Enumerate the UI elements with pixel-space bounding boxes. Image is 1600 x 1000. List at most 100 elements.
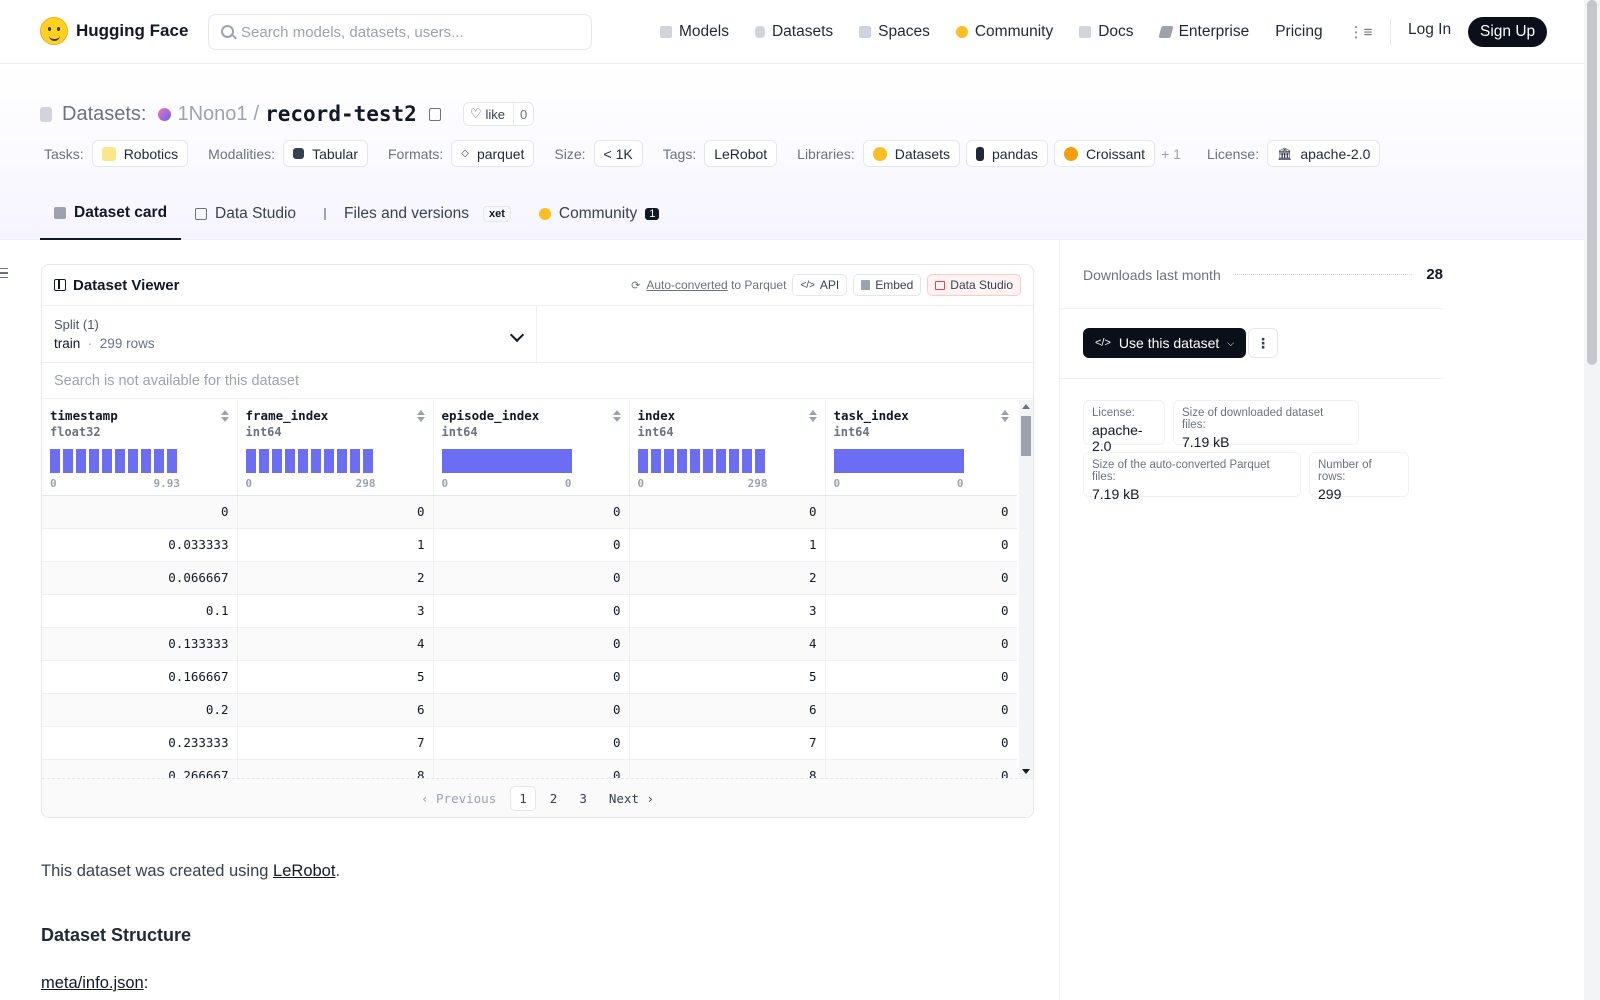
split-select[interactable]: Split (1) train · 299 rows — [42, 306, 537, 362]
tag-parquet[interactable]: ◇ parquet — [451, 140, 535, 167]
histogram-bar[interactable] — [833, 449, 964, 473]
table-cell[interactable]: 6 — [629, 693, 826, 727]
table-cell[interactable]: 7 — [629, 726, 826, 760]
table-cell[interactable]: 4 — [629, 627, 826, 661]
sort-icon[interactable] — [1000, 410, 1009, 422]
table-cell[interactable]: 0 — [433, 660, 630, 694]
table-cell[interactable]: 0 — [629, 495, 826, 529]
scroll-up-icon[interactable] — [1022, 404, 1030, 409]
table-cell[interactable]: 0 — [237, 495, 434, 529]
table-cell[interactable]: 8 — [629, 759, 826, 778]
table-cell[interactable]: 0 — [433, 495, 630, 529]
sort-icon[interactable] — [808, 410, 817, 422]
table-cell[interactable]: 0.2 — [42, 693, 238, 727]
histogram-bar[interactable] — [650, 449, 661, 473]
tab-dataset-card[interactable]: Dataset card — [40, 188, 182, 240]
histogram-bar[interactable] — [76, 449, 86, 473]
tag-size[interactable]: < 1K — [593, 140, 643, 167]
nav-enterprise[interactable]: Enterprise — [1157, 23, 1249, 41]
menu-icon[interactable]: ⋮≡ — [1348, 24, 1373, 41]
tab-data-studio[interactable]: Data Studio — [181, 188, 310, 240]
page-3-button[interactable]: 3 — [579, 790, 587, 806]
table-cell[interactable]: 5 — [629, 660, 826, 694]
table-cell[interactable]: 0 — [825, 627, 1017, 661]
table-cell[interactable]: 0 — [433, 594, 630, 628]
table-cell[interactable]: 2 — [629, 561, 826, 595]
tag-croissant[interactable]: Croissant — [1053, 140, 1156, 167]
table-cell[interactable]: 0 — [433, 528, 630, 562]
histogram-bar[interactable] — [63, 449, 73, 473]
tag-robotics[interactable]: Robotics — [91, 140, 189, 167]
org-link[interactable]: 1Nono1 — [177, 102, 248, 125]
table-cell[interactable]: 1 — [629, 528, 826, 562]
histogram-bar[interactable] — [362, 449, 373, 473]
auto-converted-link[interactable]: Auto-converted to Parquet — [646, 278, 786, 292]
sort-icon[interactable] — [416, 410, 425, 422]
section-label[interactable]: Datasets: — [62, 102, 147, 125]
repo-name[interactable]: record-test2 — [265, 102, 417, 126]
table-cell[interactable]: 0 — [825, 561, 1017, 595]
histogram-bar[interactable] — [728, 449, 739, 473]
data-studio-button[interactable]: Data Studio — [927, 274, 1021, 296]
table-cell[interactable]: 0.166667 — [42, 660, 238, 694]
table-cell[interactable]: 0 — [433, 759, 630, 778]
table-cell[interactable]: 2 — [237, 561, 434, 595]
api-button[interactable]: </> API — [792, 274, 848, 296]
histogram-bar[interactable] — [637, 449, 648, 473]
meta-info-link[interactable]: meta/info.json — [41, 974, 144, 992]
table-cell[interactable]: 0 — [42, 495, 238, 529]
sidebar-toggle-icon[interactable] — [0, 268, 8, 278]
histogram-bar[interactable] — [336, 449, 347, 473]
table-cell[interactable]: 0 — [433, 561, 630, 595]
histogram-bar[interactable] — [323, 449, 334, 473]
table-cell[interactable]: 0.1 — [42, 594, 238, 628]
tag-pandas[interactable]: pandas — [966, 140, 1048, 167]
table-cell[interactable]: 3 — [237, 594, 434, 628]
nav-pricing[interactable]: Pricing — [1275, 23, 1322, 41]
scroll-thumb[interactable] — [1021, 416, 1031, 456]
nav-docs[interactable]: Docs — [1079, 23, 1134, 41]
table-cell[interactable]: 0 — [433, 627, 630, 661]
column-header[interactable]: index int64 0 298 — [629, 400, 826, 496]
table-scrollbar[interactable] — [1019, 400, 1033, 778]
table-cell[interactable]: 1 — [237, 528, 434, 562]
histogram-bar[interactable] — [349, 449, 360, 473]
column-header[interactable]: frame_index int64 0 298 — [237, 400, 434, 496]
table-cell[interactable]: 8 — [237, 759, 434, 778]
tag-tabular[interactable]: Tabular — [283, 140, 368, 167]
histogram-bar[interactable] — [663, 449, 674, 473]
tag-lerobot[interactable]: LeRobot — [704, 140, 778, 167]
histogram-bar[interactable] — [154, 449, 164, 473]
page-scrollbar[interactable] — [1584, 0, 1600, 1000]
sort-icon[interactable] — [220, 410, 229, 422]
libraries-more[interactable]: + 1 — [1161, 145, 1181, 162]
column-header[interactable]: episode_index int64 0 0 — [433, 400, 630, 496]
histogram-bar[interactable] — [310, 449, 321, 473]
tag-datasets[interactable]: Datasets — [862, 140, 960, 167]
like-button[interactable]: ♡ like 0 — [462, 102, 535, 126]
table-cell[interactable]: 0.266667 — [42, 759, 238, 778]
table-cell[interactable]: 0.033333 — [42, 528, 238, 562]
histogram-bar[interactable] — [441, 449, 572, 473]
table-cell[interactable]: 3 — [629, 594, 826, 628]
histogram-bar[interactable] — [741, 449, 752, 473]
nav-spaces[interactable]: Spaces — [859, 23, 930, 41]
table-cell[interactable]: 0 — [825, 726, 1017, 760]
histogram-bar[interactable] — [258, 449, 269, 473]
table-cell[interactable]: 0 — [825, 693, 1017, 727]
page-1-button[interactable]: 1 — [510, 785, 536, 811]
table-cell[interactable]: 7 — [237, 726, 434, 760]
logo[interactable]: Hugging Face — [40, 17, 188, 45]
table-cell[interactable]: 0 — [825, 759, 1017, 778]
histogram-bar[interactable] — [128, 449, 138, 473]
table-cell[interactable]: 0 — [433, 726, 630, 760]
table-cell[interactable]: 0.066667 — [42, 561, 238, 595]
copy-icon[interactable] — [428, 107, 441, 121]
table-cell[interactable]: 6 — [237, 693, 434, 727]
histogram-bar[interactable] — [676, 449, 687, 473]
use-dataset-button[interactable]: </> Use this dataset ⌵ — [1083, 328, 1247, 358]
histogram-bar[interactable] — [284, 449, 295, 473]
histogram-bar[interactable] — [245, 449, 256, 473]
signup-button[interactable]: Sign Up — [1468, 17, 1548, 47]
scroll-down-icon[interactable] — [1022, 769, 1030, 774]
